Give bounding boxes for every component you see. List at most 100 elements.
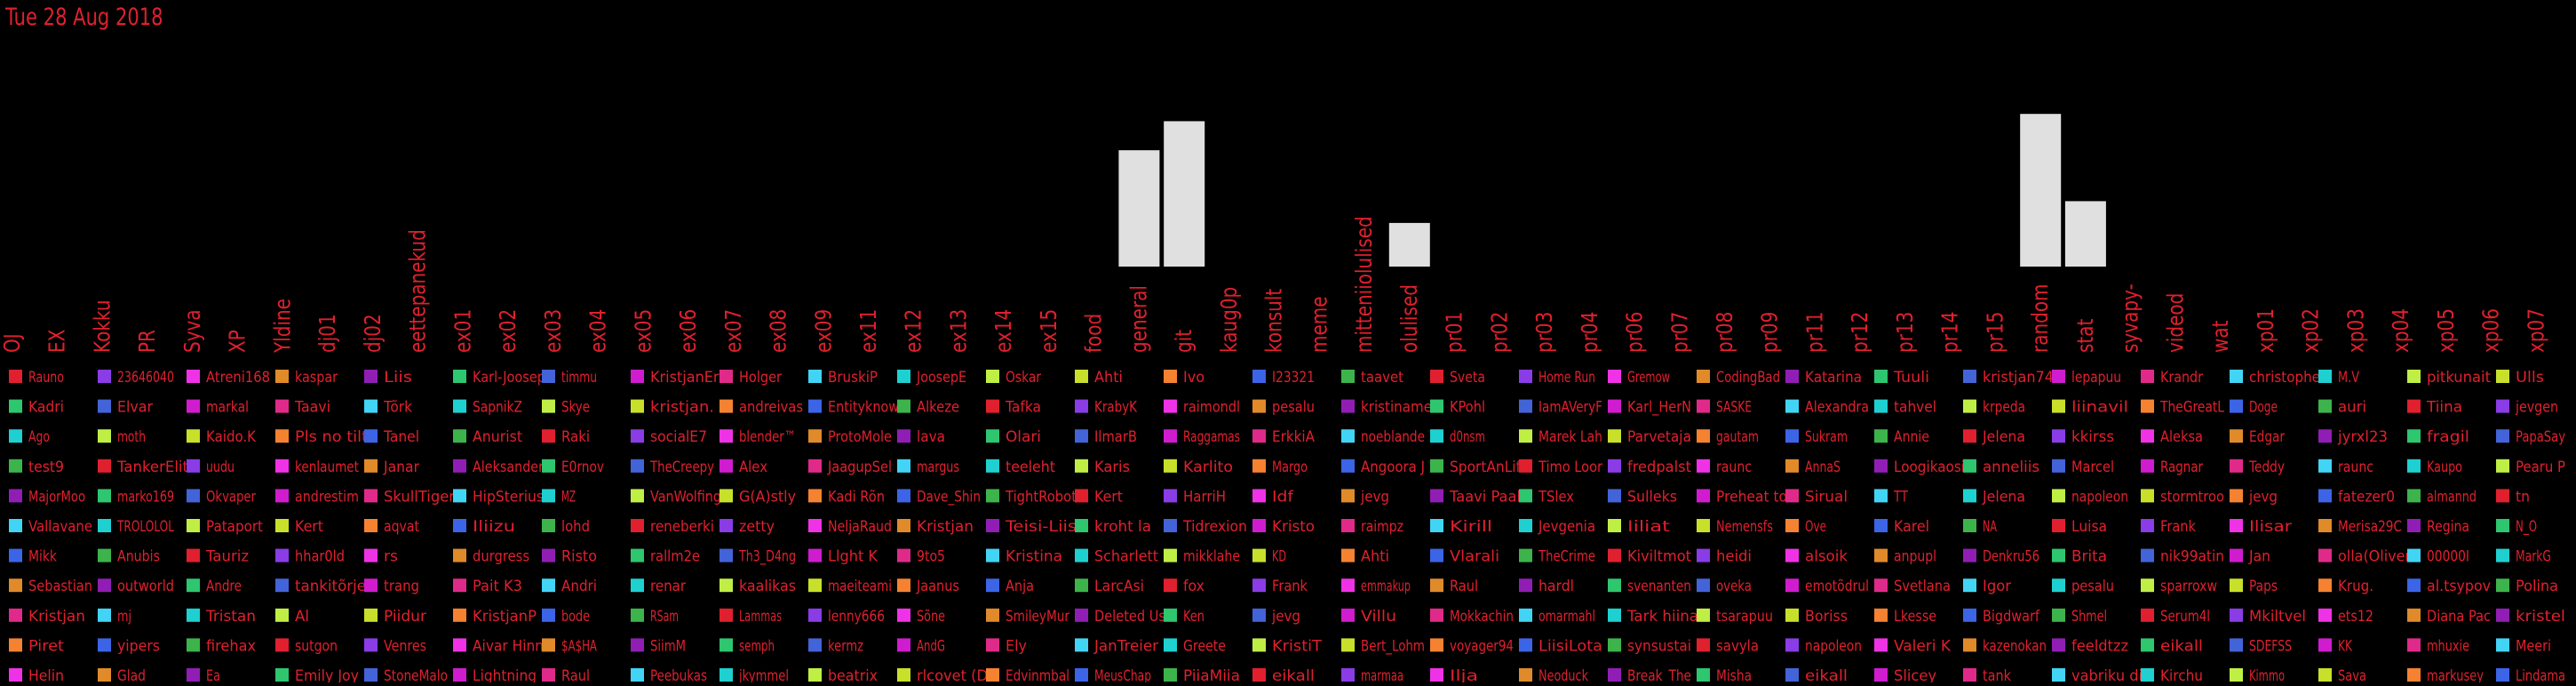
legend-swatch xyxy=(720,548,733,562)
legend-swatch xyxy=(2318,370,2332,383)
legend-swatch xyxy=(1519,519,1532,532)
legend-label: TightRobot xyxy=(1005,488,1077,506)
legend-swatch xyxy=(631,519,644,532)
legend-swatch xyxy=(2318,459,2332,473)
legend-label: Kristina xyxy=(1006,548,1062,566)
legend-label: markal xyxy=(206,399,249,417)
legend-swatch xyxy=(364,370,378,383)
legend-swatch xyxy=(2496,578,2509,593)
category-label: mitteniiolulised xyxy=(1352,216,1378,353)
legend-label: pesalu xyxy=(1272,399,1315,417)
legend-label: Valeri K xyxy=(1894,637,1952,655)
category-label: general xyxy=(1126,285,1152,353)
legend-label: kristjan. xyxy=(650,399,714,417)
legend-label: moth xyxy=(117,428,146,446)
legend-swatch xyxy=(98,399,111,413)
legend-label: AnnaS xyxy=(1805,459,1841,476)
legend-label: TSlex xyxy=(1538,488,1574,506)
legend-swatch xyxy=(275,370,289,383)
legend-label: Shmel xyxy=(2071,608,2107,626)
legend-label: SASKE xyxy=(1716,399,1752,417)
legend-label: Karl_HerN xyxy=(1627,399,1691,417)
legend-label: Kristjan xyxy=(917,518,974,536)
legend-label: Sveta xyxy=(1450,369,1485,387)
legend-label: marmaa xyxy=(1361,667,1403,682)
legend-label: KristiT xyxy=(1272,637,1323,655)
legend-label: Atreni168 xyxy=(206,369,270,387)
legend-swatch xyxy=(808,668,822,682)
legend-label: Krug. xyxy=(2338,578,2373,595)
legend-label: Lammas xyxy=(739,608,782,626)
legend-swatch xyxy=(2496,668,2509,682)
legend-swatch xyxy=(1341,608,1355,622)
legend-label: Kert xyxy=(1094,488,1123,506)
category-label: pr06 xyxy=(1622,312,1648,353)
legend-swatch xyxy=(1785,429,1799,443)
legend-swatch xyxy=(453,608,466,622)
legend-label: JaagupSel xyxy=(827,459,892,476)
legend-label: lepapuu xyxy=(2071,369,2121,387)
category-label: ex12 xyxy=(902,309,927,353)
legend-swatch xyxy=(2230,608,2243,622)
legend-swatch xyxy=(1963,548,1976,562)
legend-swatch xyxy=(2141,459,2154,473)
legend-swatch xyxy=(720,578,733,593)
legend-label: Kristo xyxy=(1272,518,1315,536)
legend-label: sutgon xyxy=(295,637,338,655)
legend-label: Sebastian xyxy=(28,578,92,595)
legend-label: Risto xyxy=(561,548,597,566)
legend-label: fredpalst xyxy=(1627,459,1691,476)
legend-swatch xyxy=(9,459,22,473)
bar xyxy=(1118,150,1160,267)
legend-swatch xyxy=(1164,578,1177,593)
legend-label: Kaupo xyxy=(2427,459,2462,476)
legend-swatch xyxy=(1075,548,1088,562)
legend-swatch xyxy=(1341,578,1355,593)
legend-swatch xyxy=(1164,370,1177,383)
legend-label: yipers xyxy=(117,637,160,655)
legend-label: lohd xyxy=(561,518,590,536)
legend-label: synsustai xyxy=(1627,637,1691,655)
legend-label: 00000I xyxy=(2427,548,2469,566)
legend-swatch xyxy=(986,489,999,503)
legend-swatch xyxy=(1430,429,1443,443)
legend-swatch xyxy=(1874,429,1888,443)
legend-label: Karel xyxy=(1894,518,1929,536)
legend-swatch xyxy=(1519,489,1532,503)
legend-swatch xyxy=(453,459,466,473)
legend-swatch xyxy=(1963,519,1976,532)
legend-swatch xyxy=(2141,638,2154,652)
legend-label: Frank xyxy=(1272,578,1308,595)
legend-label: Jaanus xyxy=(916,578,959,595)
legend-label: Ove xyxy=(1805,518,1826,536)
legend-swatch xyxy=(2230,578,2243,593)
legend-label: Merisa29C xyxy=(2338,518,2402,536)
category-label: xp03 xyxy=(2343,308,2369,353)
legend-label: Entityknow xyxy=(828,399,899,417)
legend-label: Anubis xyxy=(117,548,160,566)
legend-swatch xyxy=(897,489,910,503)
legend-label: olla(Oliver xyxy=(2338,548,2411,566)
legend-label: Kirchu xyxy=(2160,667,2203,682)
legend-swatch xyxy=(1608,459,1621,473)
legend-swatch xyxy=(1874,578,1888,593)
legend-swatch xyxy=(2141,399,2154,413)
legend-swatch xyxy=(1608,370,1621,383)
legend-label: Lkesse xyxy=(1894,608,1936,626)
legend-label: Bert_Lohm xyxy=(1361,637,1425,655)
legend-swatch xyxy=(2141,489,2154,503)
legend-label: bode xyxy=(561,608,590,626)
legend-swatch xyxy=(187,399,200,413)
category-label: pr14 xyxy=(1938,312,1964,353)
legend-swatch xyxy=(2052,608,2065,622)
legend-swatch xyxy=(1697,668,1710,682)
legend-swatch xyxy=(275,399,289,413)
legend-label: jevgen xyxy=(2515,399,2558,417)
legend-swatch xyxy=(275,429,289,443)
legend-swatch xyxy=(1697,608,1710,622)
category-labels: OJ EX Kokku PR Syva XP Yldine dj01 dj02 eettepane… xyxy=(0,216,2549,354)
legend-label: Brita xyxy=(2071,548,2107,566)
category-label: ex09 xyxy=(811,309,837,353)
legend-label: Break_The xyxy=(1627,667,1691,682)
legend-label: Katarina xyxy=(1805,369,1862,387)
